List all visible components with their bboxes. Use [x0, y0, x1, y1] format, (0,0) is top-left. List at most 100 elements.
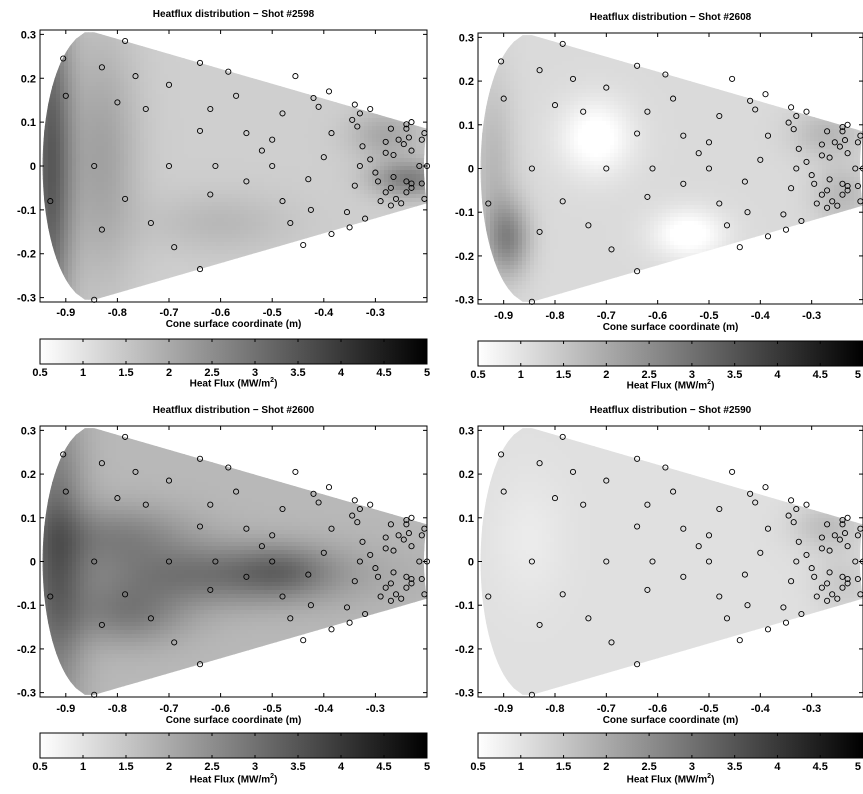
- sensor-point: [398, 595, 405, 602]
- sensor-point: [387, 597, 394, 604]
- colorbar-tick-label: 0.5: [470, 369, 485, 381]
- x-tick-label: -0.9: [56, 307, 75, 319]
- sensor-point: [752, 106, 759, 113]
- sensor-point: [142, 105, 149, 113]
- sensor-point: [803, 501, 810, 508]
- sensor-point: [644, 108, 651, 115]
- y-tick-label: -0.2: [455, 251, 474, 263]
- sensor-point: [818, 191, 825, 198]
- sensor-point: [793, 505, 800, 513]
- sensor-point: [62, 92, 69, 99]
- sensor-point: [382, 534, 389, 541]
- sensor-point: [680, 525, 687, 532]
- sensor-point: [831, 532, 838, 539]
- sensor-point: [269, 532, 276, 539]
- sensor-point: [723, 615, 731, 622]
- sensor-point: [367, 105, 374, 113]
- colorbar-tick-label: 3.5: [290, 367, 305, 379]
- sensor-point: [382, 138, 389, 145]
- colorbar-tick-label: 4.5: [813, 761, 828, 773]
- sensor-point: [243, 573, 250, 580]
- sensor-point: [831, 139, 838, 146]
- sensor-point: [351, 497, 358, 504]
- sensor-point: [854, 139, 861, 146]
- colorbar-label: Heat Flux (MW/m2): [478, 379, 863, 391]
- sensor-point: [395, 532, 402, 539]
- sensor-point: [808, 565, 815, 572]
- sensor-point: [793, 112, 800, 120]
- colorbar-tick-label: 2: [603, 369, 609, 381]
- sensor-point: [580, 501, 587, 508]
- sensor-point: [132, 468, 139, 475]
- sensor-point: [834, 595, 841, 602]
- sensor-point: [785, 119, 792, 126]
- panel-title: Heatflux distribution − Shot #2598: [40, 9, 427, 20]
- sensor-point: [403, 121, 410, 128]
- sensor-point: [47, 593, 54, 600]
- x-tick-label: -0.6: [211, 703, 230, 715]
- sensor-point: [798, 217, 805, 225]
- sensor-point: [788, 497, 795, 504]
- sensor-point: [147, 615, 154, 622]
- sensor-point: [603, 558, 610, 565]
- sensor-point: [551, 102, 559, 109]
- sensor-point: [528, 165, 535, 172]
- x-tick-label: -0.8: [108, 307, 127, 319]
- sensor-point: [813, 593, 820, 600]
- sensor-point: [382, 545, 389, 552]
- sensor-point: [122, 37, 129, 45]
- sensor-point: [287, 219, 294, 227]
- colorbar-tick-label: 2.5: [204, 367, 219, 379]
- x-tick-label: -0.8: [546, 703, 565, 715]
- y-tick-label: -0.3: [17, 688, 36, 700]
- sensor-point: [98, 64, 105, 71]
- x-tick-label: -0.6: [211, 307, 230, 319]
- sensor-point: [634, 523, 641, 530]
- sensor-point: [649, 558, 656, 565]
- sensor-point: [132, 73, 139, 80]
- sensor-point: [695, 150, 702, 157]
- sensor-point: [408, 580, 415, 587]
- sensor-point: [782, 226, 790, 233]
- sensor-point: [854, 532, 861, 539]
- sensor-point: [680, 180, 687, 187]
- sensor-point: [349, 512, 356, 519]
- sensor-point: [839, 516, 846, 524]
- sensor-point: [744, 602, 751, 609]
- sensor-point: [382, 584, 389, 591]
- sensor-point: [839, 584, 846, 591]
- sensor-point: [559, 433, 566, 440]
- colorbar-tick-label: 5: [855, 369, 861, 381]
- sensor-point: [662, 464, 669, 471]
- y-tick-label: -0.2: [17, 644, 36, 656]
- sensor-point: [207, 105, 214, 113]
- sensor-point: [408, 184, 415, 191]
- sensor-point: [839, 573, 846, 580]
- sensor-point: [790, 126, 797, 133]
- colorbar: [39, 732, 428, 759]
- sensor-point: [362, 215, 369, 222]
- sensor-point: [403, 584, 410, 591]
- sensor-point: [736, 637, 743, 644]
- sensor-point: [752, 499, 759, 506]
- sensor-point: [818, 584, 825, 591]
- x-tick-label: -0.6: [648, 310, 667, 322]
- sensor-point: [824, 521, 831, 528]
- sensor-point: [500, 95, 507, 102]
- sensor-point: [818, 534, 825, 541]
- sensor-point: [377, 593, 384, 600]
- sensor-point: [723, 222, 731, 229]
- sensor-point: [196, 661, 204, 668]
- colorbar-label: Heat Flux (MW/m2): [40, 773, 427, 785]
- sensor-point: [408, 147, 415, 154]
- sensor-point: [372, 565, 379, 572]
- sensor-point: [351, 578, 358, 585]
- sensor-point: [662, 71, 669, 78]
- sensor-point: [559, 40, 566, 47]
- sensor-point: [485, 200, 492, 207]
- colorbar-tick-label: 3: [689, 369, 695, 381]
- sensor-point: [790, 519, 797, 526]
- x-tick-label: -0.3: [366, 307, 385, 319]
- sensor-point: [536, 67, 543, 74]
- sensor-point: [536, 460, 543, 467]
